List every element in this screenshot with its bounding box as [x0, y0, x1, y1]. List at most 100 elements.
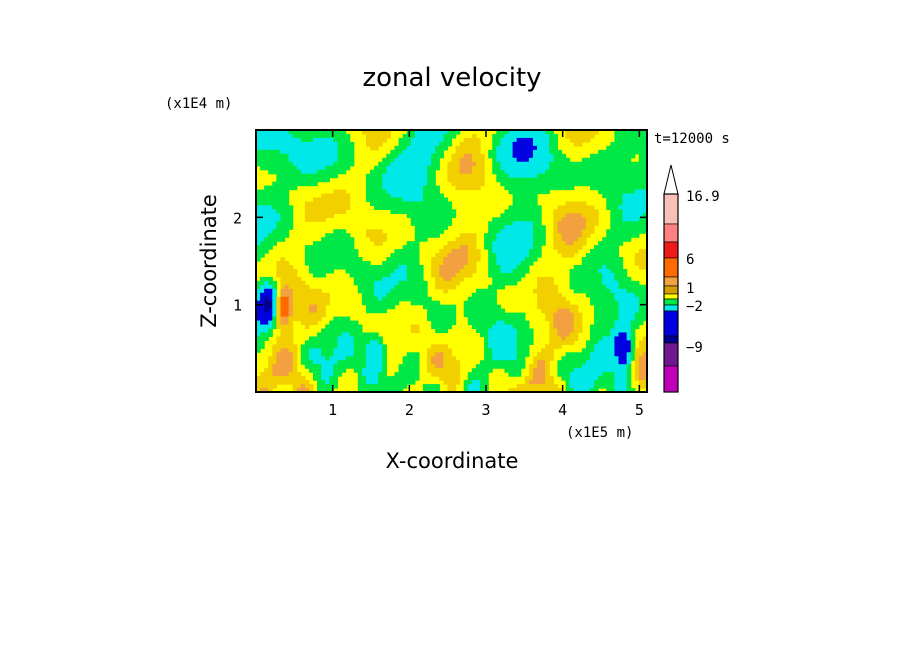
field-cell [443, 360, 449, 365]
field-cell [386, 380, 391, 385]
field-cell [589, 340, 595, 345]
field-cell [284, 288, 290, 294]
field-cell [321, 253, 326, 258]
field-cell [463, 245, 469, 250]
field-cell [321, 130, 326, 135]
field-cell [414, 237, 420, 242]
field-cell [325, 177, 330, 183]
field-cell [304, 257, 310, 262]
field-cell [443, 201, 449, 207]
field-cell [508, 372, 514, 377]
field-cell [414, 276, 420, 282]
field-cell [561, 217, 567, 222]
field-cell [638, 308, 644, 314]
field-cell [496, 253, 501, 258]
field-cell [333, 340, 339, 345]
field-cell [516, 221, 522, 226]
field-cell [532, 288, 538, 294]
field-cell [280, 130, 286, 135]
field-cell [370, 340, 375, 345]
field-cell [268, 284, 273, 290]
field-cell [280, 352, 286, 357]
field-cell [532, 372, 538, 377]
field-cell [365, 288, 371, 294]
colorbar-band [663, 276, 679, 287]
field-cell [642, 249, 647, 254]
field-cell [431, 141, 436, 147]
field-cell [475, 145, 481, 151]
field-cell [565, 130, 571, 135]
field-cell [622, 376, 628, 381]
field-cell [626, 384, 632, 389]
field-cell [308, 209, 314, 214]
field-cell [313, 145, 318, 151]
field-cell [260, 388, 265, 392]
field-cell [577, 161, 583, 167]
field-cell [268, 197, 273, 203]
field-cell [488, 245, 493, 250]
field-cell [569, 364, 575, 369]
field-cell [386, 284, 391, 290]
field-cell [528, 336, 534, 341]
field-cell [524, 213, 530, 218]
field-cell [638, 213, 644, 218]
field-cell [610, 237, 616, 242]
field-cell [317, 161, 322, 167]
field-cell [581, 233, 587, 238]
field-cell [443, 137, 449, 143]
field-cell [475, 312, 481, 318]
field-cell [508, 328, 514, 334]
field-cell [642, 201, 647, 207]
field-cell [642, 173, 647, 179]
field-cell [308, 344, 314, 349]
field-cell [394, 384, 400, 389]
field-cell [256, 225, 261, 230]
field-cell [565, 241, 571, 246]
field-cell [630, 149, 636, 155]
field-cell [488, 153, 493, 159]
field-cell [439, 149, 444, 155]
field-cell [357, 268, 363, 274]
field-cell [341, 209, 347, 214]
field-cell [626, 280, 632, 286]
field-cell [308, 133, 314, 139]
field-cell [577, 272, 583, 278]
field-cell [520, 245, 526, 250]
field-cell [626, 169, 632, 175]
field-cell [516, 364, 522, 369]
field-cell [443, 261, 449, 266]
field-cell [557, 324, 563, 330]
field-cell [467, 241, 473, 246]
field-cell [589, 165, 595, 171]
field-cell [308, 205, 314, 210]
field-cell [500, 264, 506, 270]
field-cell [471, 249, 477, 254]
field-cell [642, 344, 647, 349]
field-cell [589, 209, 595, 214]
field-cell [638, 161, 644, 167]
field-cell [614, 165, 620, 171]
field-cell [614, 364, 620, 369]
field-cell [435, 225, 440, 230]
field-cell [557, 173, 563, 179]
field-cell [463, 261, 469, 266]
field-cell [280, 272, 286, 278]
field-cell [304, 153, 310, 159]
field-cell [431, 324, 436, 330]
field-cell [630, 193, 636, 199]
field-cell [598, 316, 603, 322]
field-cell [276, 137, 282, 143]
field-cell [553, 388, 558, 392]
field-cell [614, 197, 620, 203]
field-cell [365, 264, 371, 270]
field-cell [488, 352, 493, 357]
field-cell [504, 316, 510, 322]
field-cell [329, 352, 334, 357]
field-cell [268, 153, 273, 159]
field-cell [414, 272, 420, 278]
field-cell [398, 173, 404, 179]
field-cell [292, 161, 298, 167]
field-cell [642, 336, 647, 341]
field-cell [630, 130, 636, 135]
